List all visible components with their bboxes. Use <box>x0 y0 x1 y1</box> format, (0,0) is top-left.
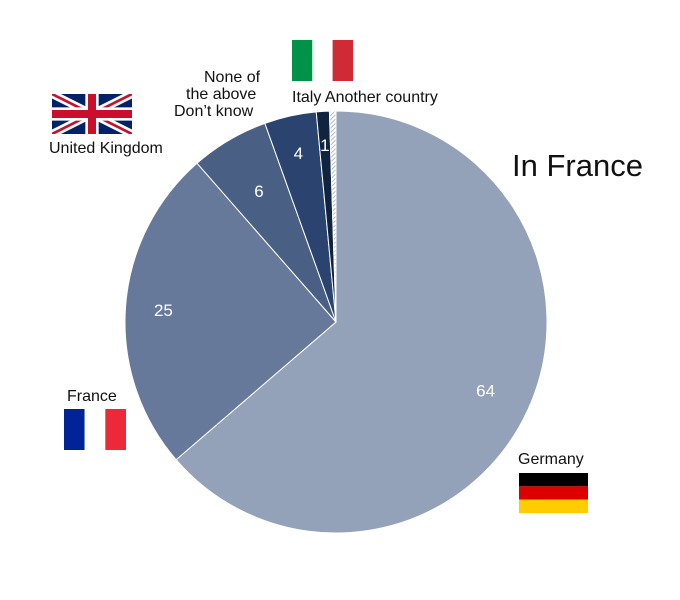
label-france: France <box>67 388 117 405</box>
label-united-kingdom: United Kingdom <box>49 140 163 157</box>
united-kingdom-flag-icon <box>52 94 132 134</box>
label-italy-another-country: Italy Another country <box>292 89 438 106</box>
label-dont-know: Don’t know <box>174 103 254 120</box>
france-flag-icon <box>64 409 126 450</box>
chart-title: In France <box>512 148 643 183</box>
pie-slices <box>124 110 548 534</box>
pie-value-label: 1 <box>320 136 329 155</box>
pie-slice-france <box>124 162 337 461</box>
pie-slice-another-country <box>328 110 337 323</box>
pie-value-label: 25 <box>154 301 173 320</box>
label-none-of-line2: the above <box>186 86 257 103</box>
pie-value-label: 4 <box>294 144 303 163</box>
label-germany: Germany <box>518 451 584 468</box>
pie-value-label: 64 <box>476 382 495 401</box>
italy-flag-icon <box>292 40 353 81</box>
pie-slice-germany <box>175 110 548 534</box>
pie-value-label: 6 <box>254 182 263 201</box>
germany-flag-icon <box>519 473 588 513</box>
label-none-of-line1: None of <box>204 69 261 86</box>
